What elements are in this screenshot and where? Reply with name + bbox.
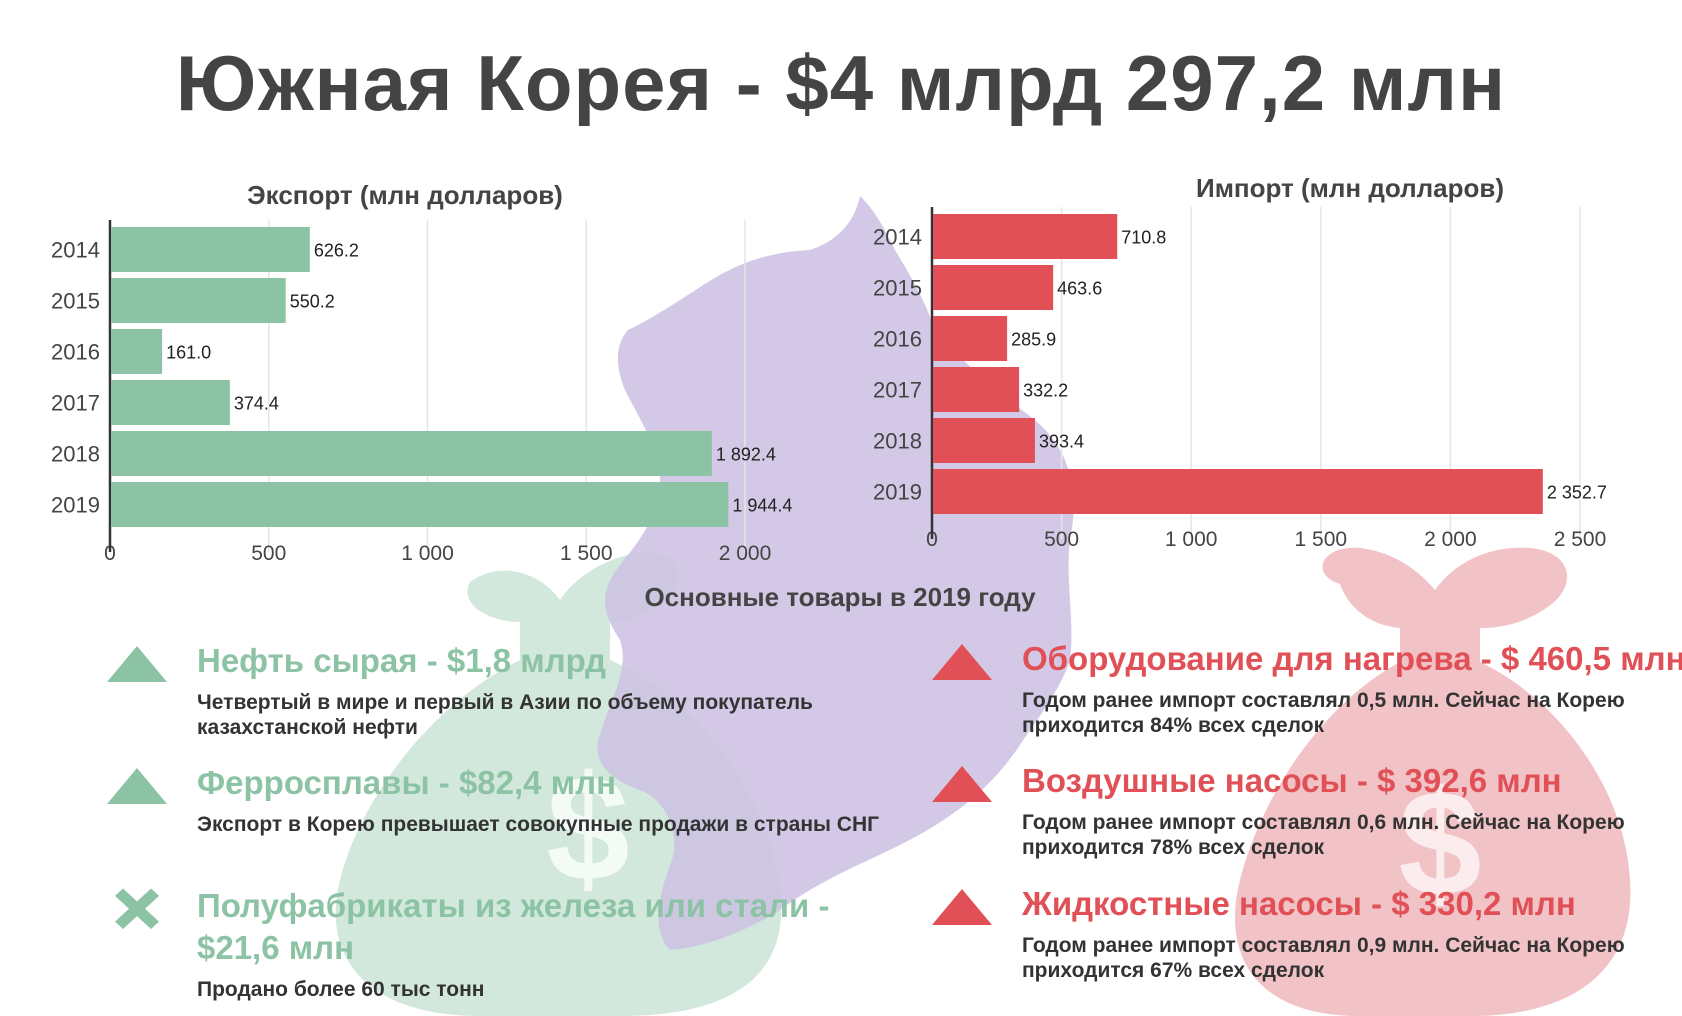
import-value-label: 285.9 bbox=[1011, 330, 1056, 350]
export-good-item: Полуфабрикаты из железа или стали - $21,… bbox=[115, 885, 837, 1002]
triangle-up-icon bbox=[932, 644, 992, 680]
triangle-up-icon bbox=[107, 646, 167, 682]
import-tick-label: 1 500 bbox=[1295, 528, 1348, 551]
export-category-label: 2017 bbox=[51, 391, 100, 416]
import-category-label: 2018 bbox=[873, 429, 922, 454]
import-tick-label: 2 500 bbox=[1554, 528, 1607, 551]
money-bag-icon: $ bbox=[1235, 547, 1631, 1016]
export-bar-2019 bbox=[111, 482, 729, 527]
import-good-item: Оборудование для нагрева - $ 460,5 млн Г… bbox=[932, 638, 1682, 738]
export-category-label: 2016 bbox=[51, 340, 100, 365]
export-tick-label: 500 bbox=[251, 542, 286, 565]
export-value-label: 161.0 bbox=[166, 343, 211, 363]
import-good-title: Воздушные насосы - $ 392,6 млн bbox=[1022, 762, 1562, 799]
import-good-title: Оборудование для нагрева - $ 460,5 млн bbox=[1022, 640, 1682, 677]
export-bar-2017 bbox=[111, 380, 230, 425]
import-tick-label: 500 bbox=[1044, 528, 1079, 551]
import-chart-title: Импорт (млн долларов) bbox=[1196, 173, 1504, 203]
export-bar-2018 bbox=[111, 431, 712, 476]
export-good-title: Нефть сырая - $1,8 млрд bbox=[197, 642, 606, 679]
export-good-desc: Продано более 60 тыс тонн bbox=[197, 978, 485, 1001]
import-bar-2015 bbox=[933, 265, 1054, 310]
import-tick-label: 0 bbox=[926, 528, 938, 551]
export-category-label: 2015 bbox=[51, 289, 100, 314]
export-tick-label: 1 000 bbox=[401, 542, 454, 565]
export-value-label: 626.2 bbox=[314, 241, 359, 261]
export-good-item: Нефть сырая - $1,8 млрд Четвертый в мире… bbox=[107, 640, 917, 740]
import-bar-2017 bbox=[933, 367, 1020, 412]
export-bar-chart: 0 500 1 000 1 500 2 000 2014 626.2 2015 550.2 201… bbox=[51, 220, 792, 565]
triangle-up-icon bbox=[932, 889, 992, 925]
import-good-title: Жидкостные насосы - $ 330,2 млн bbox=[1022, 885, 1576, 922]
import-value-label: 710.8 bbox=[1121, 228, 1166, 248]
close-x-icon bbox=[115, 888, 159, 929]
import-bar-2019 bbox=[933, 469, 1543, 514]
import-value-label: 393.4 bbox=[1039, 432, 1084, 452]
export-chart-title: Экспорт (млн долларов) bbox=[247, 180, 563, 210]
triangle-up-icon bbox=[107, 768, 167, 804]
triangle-up-icon bbox=[932, 766, 992, 802]
import-good-desc: Годом ранее импорт составлял 0,9 млн. Се… bbox=[1022, 934, 1625, 982]
import-good-item: Воздушные насосы - $ 392,6 млн Годом ран… bbox=[932, 760, 1682, 860]
export-good-title: Ферросплавы - $82,4 млн bbox=[197, 764, 617, 801]
import-bar-2014 bbox=[933, 214, 1118, 259]
export-value-label: 1 892.4 bbox=[716, 445, 776, 465]
page-title: Южная Корея - $4 млрд 297,2 млн bbox=[175, 39, 1507, 127]
export-bar-2015 bbox=[111, 278, 286, 323]
import-value-label: 2 352.7 bbox=[1547, 483, 1607, 503]
import-bar-chart: 0 500 1 000 1 500 2 000 2 500 2014 710.8 2015 463… bbox=[873, 207, 1607, 551]
import-category-label: 2016 bbox=[873, 327, 922, 352]
import-tick-label: 1 000 bbox=[1165, 528, 1218, 551]
import-tick-label: 2 000 bbox=[1424, 528, 1477, 551]
import-category-label: 2014 bbox=[873, 225, 922, 250]
import-good-item: Жидкостные насосы - $ 330,2 млн Годом ра… bbox=[932, 883, 1682, 983]
export-bar-2014 bbox=[111, 227, 310, 272]
import-value-label: 332.2 bbox=[1023, 381, 1068, 401]
export-good-item: Ферросплавы - $82,4 млн Экспорт в Корею … bbox=[107, 762, 917, 837]
import-bar-2018 bbox=[933, 418, 1035, 463]
export-bar-2016 bbox=[111, 329, 163, 374]
export-good-desc: Четвертый в мире и первый в Азии по объе… bbox=[197, 691, 813, 739]
goods-section-title: Основные товары в 2019 году bbox=[644, 582, 1036, 612]
import-value-label: 463.6 bbox=[1057, 279, 1102, 299]
export-category-label: 2014 bbox=[51, 238, 100, 263]
export-value-label: 550.2 bbox=[290, 292, 335, 312]
export-category-label: 2018 bbox=[51, 442, 100, 467]
export-tick-label: 1 500 bbox=[560, 542, 613, 565]
export-good-desc: Экспорт в Корею превышает совокупные про… bbox=[197, 813, 880, 836]
export-good-title: Полуфабрикаты из железа или стали - $21,… bbox=[197, 887, 830, 966]
import-good-desc: Годом ранее импорт составлял 0,5 млн. Се… bbox=[1022, 689, 1625, 737]
import-category-label: 2015 bbox=[873, 276, 922, 301]
import-good-desc: Годом ранее импорт составлял 0,6 млн. Се… bbox=[1022, 811, 1625, 859]
export-tick-label: 2 000 bbox=[719, 542, 772, 565]
export-category-label: 2019 bbox=[51, 493, 100, 518]
import-bar-2016 bbox=[933, 316, 1008, 361]
import-category-label: 2019 bbox=[873, 480, 922, 505]
export-value-label: 1 944.4 bbox=[732, 496, 792, 516]
export-value-label: 374.4 bbox=[234, 394, 279, 414]
import-category-label: 2017 bbox=[873, 378, 922, 403]
svg-text:$: $ bbox=[1398, 759, 1481, 927]
export-tick-label: 0 bbox=[104, 542, 116, 565]
